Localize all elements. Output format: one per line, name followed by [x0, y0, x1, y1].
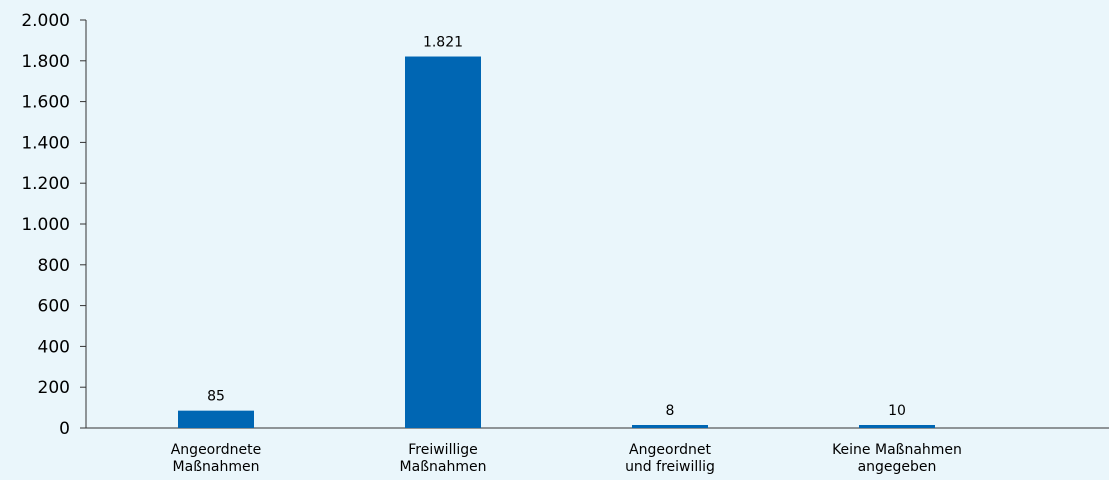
bars: [178, 56, 935, 429]
bar-value-label: 85: [207, 389, 225, 405]
y-tick-label: 600: [38, 297, 70, 317]
bar-value-label: 1.821: [423, 35, 463, 51]
y-tick-label: 800: [38, 256, 70, 276]
x-category-label: Keine Maßnahmen: [832, 442, 962, 458]
x-category-label: Angeordnete: [171, 442, 262, 458]
y-axis: 0 200 400 600 800 1.000 1.200 1.400 1.600 1.800 2.…: [21, 11, 87, 439]
x-category-label: Freiwillige: [408, 442, 478, 458]
y-tick-label: 1.800: [21, 52, 70, 72]
x-axis: AngeordneteMaßnahmenFreiwilligeMaßnahmen…: [80, 427, 1109, 475]
y-tick-label: 400: [38, 337, 70, 357]
x-category-label: angegeben: [858, 459, 937, 475]
x-category-label: Angeordnet: [629, 442, 711, 458]
bar: [859, 425, 935, 428]
x-category-label: und freiwillig: [625, 459, 715, 475]
y-tick-label: 0: [59, 419, 70, 439]
bar-value-label: 10: [888, 403, 906, 419]
bar-value-label: 8: [666, 403, 675, 419]
y-tick-label: 1.000: [21, 215, 70, 235]
y-tick-label: 2.000: [21, 11, 70, 31]
bar: [178, 410, 254, 428]
y-tick-label: 1.600: [21, 93, 70, 113]
y-tick-label: 1.400: [21, 133, 70, 153]
x-category-label: Maßnahmen: [173, 459, 260, 475]
y-tick-label: 1.200: [21, 174, 70, 194]
data-labels: 85 1.821 8 10: [207, 35, 906, 419]
bar: [632, 425, 708, 428]
bar: [405, 56, 481, 429]
x-category-label: Maßnahmen: [400, 459, 487, 475]
y-tick-label: 200: [38, 378, 70, 398]
